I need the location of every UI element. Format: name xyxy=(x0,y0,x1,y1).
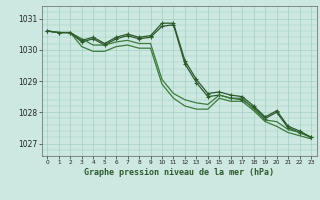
X-axis label: Graphe pression niveau de la mer (hPa): Graphe pression niveau de la mer (hPa) xyxy=(84,168,274,177)
